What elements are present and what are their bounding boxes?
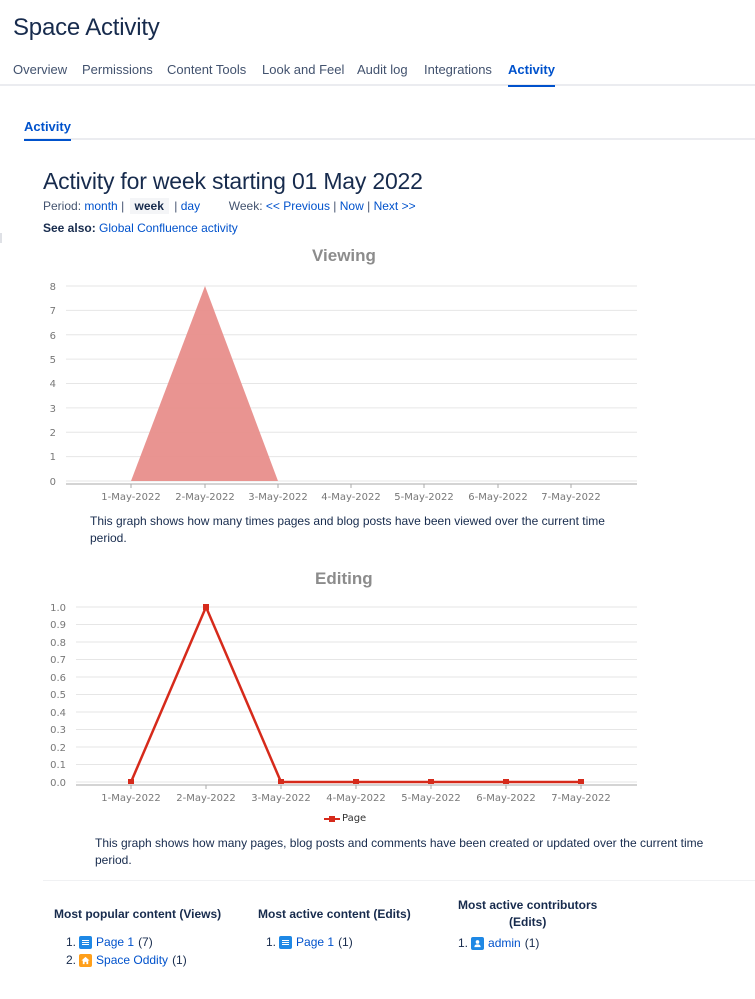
period-month-link[interactable]: month <box>84 199 118 213</box>
tab-audit-log[interactable]: Audit log <box>357 62 408 77</box>
editing-legend[interactable]: Page <box>324 813 366 824</box>
svg-text:0.1: 0.1 <box>50 760 66 771</box>
svg-text:6: 6 <box>50 331 56 342</box>
separator: | <box>121 199 125 213</box>
viewing-chart: 8 7 6 5 4 3 2 1 0 1-May-2022 2-May-2022 … <box>50 282 637 503</box>
period-selector: Period: month | week | day Week: << Prev… <box>43 198 416 214</box>
svg-text:1: 1 <box>50 452 56 463</box>
period-day-link[interactable]: day <box>180 199 201 213</box>
view-count: (1) <box>172 953 187 967</box>
most-popular-heading: Most popular content (Views) <box>54 907 222 921</box>
svg-text:7-May-2022: 7-May-2022 <box>551 793 611 804</box>
section-divider <box>43 880 755 881</box>
svg-text:2: 2 <box>50 428 56 439</box>
activity-heading: Activity for week starting 01 May 2022 <box>43 168 423 194</box>
week-next-link[interactable]: Next >> <box>373 199 416 213</box>
global-activity-link[interactable]: Global Confluence activity <box>99 221 238 235</box>
page-title: Space Activity <box>13 14 160 41</box>
svg-text:7-May-2022: 7-May-2022 <box>541 492 601 503</box>
svg-text:4-May-2022: 4-May-2022 <box>326 793 386 804</box>
content-link[interactable]: Page 1 <box>96 935 135 949</box>
svg-text:2-May-2022: 2-May-2022 <box>175 492 235 503</box>
svg-text:0.2: 0.2 <box>50 743 66 754</box>
svg-text:0.7: 0.7 <box>50 655 66 666</box>
separator: | <box>174 199 178 213</box>
list-item: 1. Page 1 (7) <box>66 935 153 949</box>
svg-text:1.0: 1.0 <box>50 603 66 614</box>
tab-overview[interactable]: Overview <box>13 62 68 77</box>
most-popular-content: Most popular content (Views) 1. Page 1 (… <box>54 906 221 969</box>
viewing-area <box>131 286 278 481</box>
svg-text:7: 7 <box>50 306 56 317</box>
svg-text:3-May-2022: 3-May-2022 <box>251 793 311 804</box>
svg-text:5-May-2022: 5-May-2022 <box>394 492 454 503</box>
svg-text:0.9: 0.9 <box>50 620 66 631</box>
content-link[interactable]: Page 1 <box>296 935 335 949</box>
svg-text:0.5: 0.5 <box>50 690 66 701</box>
svg-text:5-May-2022: 5-May-2022 <box>401 793 461 804</box>
viewing-caption: This graph shows how many times pages an… <box>90 514 605 545</box>
list-item: 2. Space Oddity (1) <box>66 953 187 967</box>
svg-text:8: 8 <box>50 282 56 293</box>
see-also: See also: Global Confluence activity <box>43 221 238 235</box>
subtab-activity[interactable]: Activity <box>24 119 71 141</box>
page-icon <box>279 935 293 949</box>
content-link[interactable]: Space Oddity <box>96 953 169 967</box>
most-active-contributors: Most active contributors (Edits) 1. admi… <box>458 897 597 952</box>
space-settings-tabs: Overview Permissions Content Tools Look … <box>0 56 755 87</box>
week-label: Week: <box>228 199 263 213</box>
separator: | <box>333 199 337 213</box>
editing-chart-title: Editing <box>315 569 373 588</box>
contributors-heading: Most active contributors (Edits) <box>458 898 598 929</box>
tab-integrations[interactable]: Integrations <box>424 62 492 77</box>
editing-chart: 1.0 0.9 0.8 0.7 0.6 0.5 0.4 0.3 0.2 0.1 … <box>50 603 637 804</box>
svg-text:0.4: 0.4 <box>50 708 66 719</box>
home-icon <box>79 953 93 967</box>
page-icon <box>79 935 93 949</box>
most-active-heading: Most active content (Edits) <box>258 907 411 921</box>
legend-line-marker-icon <box>324 815 340 823</box>
contributor-link[interactable]: admin <box>488 936 521 950</box>
period-label: Period: <box>43 199 82 213</box>
svg-text:3-May-2022: 3-May-2022 <box>248 492 308 503</box>
most-active-content: Most active content (Edits) 1. Page 1 (1… <box>258 906 411 951</box>
svg-text:3: 3 <box>50 404 56 415</box>
svg-text:0.8: 0.8 <box>50 638 66 649</box>
scrollbar-marker <box>0 233 2 243</box>
week-previous-link[interactable]: << Previous <box>265 199 330 213</box>
week-now-link[interactable]: Now <box>339 199 364 213</box>
editing-caption: This graph shows how many pages, blog po… <box>95 836 704 867</box>
tab-activity[interactable]: Activity <box>508 62 555 87</box>
svg-text:0.0: 0.0 <box>50 778 66 789</box>
svg-text:0.3: 0.3 <box>50 725 66 736</box>
legend-label-page: Page <box>342 813 367 824</box>
tab-look-and-feel[interactable]: Look and Feel <box>262 62 345 77</box>
svg-text:2-May-2022: 2-May-2022 <box>176 793 236 804</box>
user-icon <box>471 936 485 950</box>
svg-text:1-May-2022: 1-May-2022 <box>101 492 161 503</box>
svg-text:6-May-2022: 6-May-2022 <box>468 492 528 503</box>
svg-text:5: 5 <box>50 355 56 366</box>
svg-text:0: 0 <box>50 477 56 488</box>
svg-text:0.6: 0.6 <box>50 673 66 684</box>
separator: | <box>367 199 371 213</box>
edit-count: (1) <box>338 935 353 949</box>
tab-permissions[interactable]: Permissions <box>82 62 153 77</box>
svg-text:6-May-2022: 6-May-2022 <box>476 793 536 804</box>
viewing-chart-title: Viewing <box>312 246 376 265</box>
svg-text:4-May-2022: 4-May-2022 <box>321 492 381 503</box>
period-week-current: week <box>129 198 169 214</box>
list-item: 1. Page 1 (1) <box>266 935 353 949</box>
svg-text:4: 4 <box>50 379 56 390</box>
list-item: 1. admin (1) <box>458 936 540 950</box>
activity-subtabs: Activity <box>24 112 755 141</box>
see-also-label: See also: <box>43 221 96 235</box>
tab-content-tools[interactable]: Content Tools <box>167 62 247 77</box>
svg-text:1-May-2022: 1-May-2022 <box>101 793 161 804</box>
edit-count: (1) <box>524 936 540 950</box>
view-count: (7) <box>138 935 153 949</box>
